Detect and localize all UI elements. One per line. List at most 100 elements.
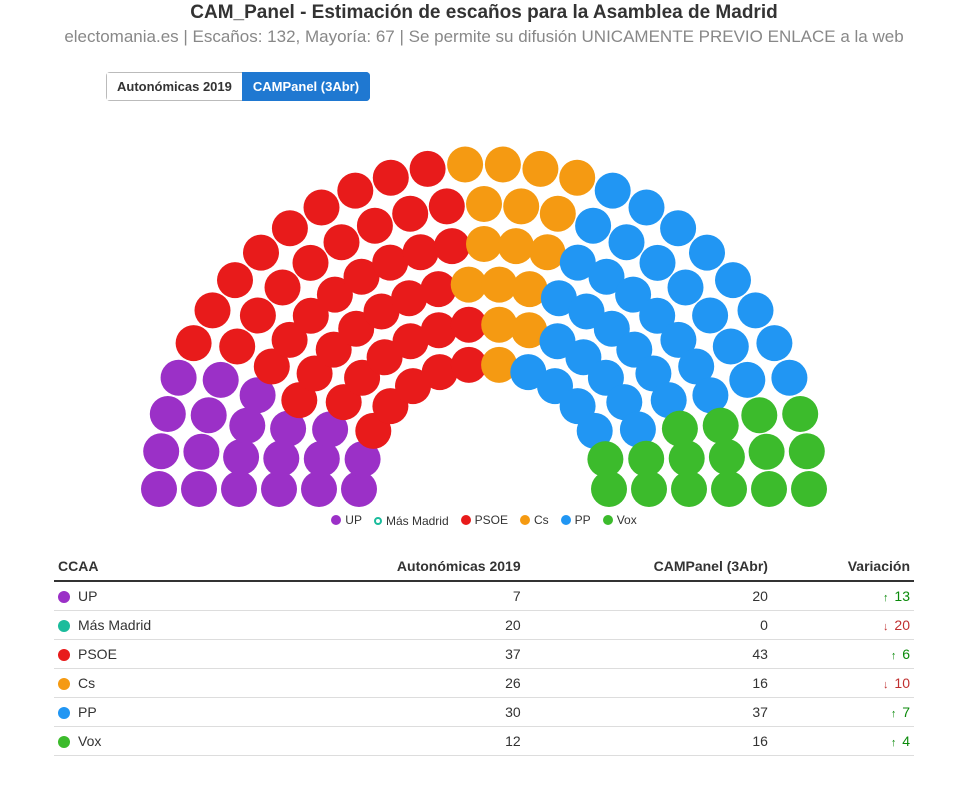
th-prev: Autonómicas 2019	[258, 552, 524, 581]
seat-dot	[219, 329, 255, 365]
legend-label: Cs	[534, 513, 549, 527]
seat-dot	[272, 210, 308, 246]
party-dot-icon	[58, 591, 70, 603]
legend-item-up[interactable]: UP	[331, 513, 362, 527]
seat-dot	[503, 188, 539, 224]
seat-dot	[756, 325, 792, 361]
seat-dot	[434, 228, 470, 264]
seat-dot	[709, 439, 745, 475]
party-dot-icon	[58, 649, 70, 661]
cell-party: Más Madrid	[54, 611, 258, 640]
legend-dot-icon	[374, 517, 382, 525]
seat-dot	[176, 325, 212, 361]
seat-dot	[161, 360, 197, 396]
seat-dot	[741, 397, 777, 433]
hemicycle-chart	[74, 107, 894, 507]
th-party: CCAA	[54, 552, 258, 581]
seat-dot	[791, 471, 827, 507]
seat-dot	[591, 471, 627, 507]
cell-now: 37	[525, 698, 772, 727]
seat-dot	[421, 312, 457, 348]
seat-dot	[485, 147, 521, 183]
seat-dot	[337, 173, 373, 209]
party-dot-icon	[58, 736, 70, 748]
seat-dot	[265, 270, 301, 306]
table-row: PSOE3743↑ 6	[54, 640, 914, 669]
seat-dot	[263, 440, 299, 476]
variation-value: ↑ 4	[891, 733, 910, 749]
variation-value: ↓ 10	[883, 675, 910, 691]
seat-dot	[195, 292, 231, 328]
cell-prev: 37	[258, 640, 524, 669]
table-row: Cs2616 ↓ 10	[54, 669, 914, 698]
seat-dot	[403, 234, 439, 270]
cell-prev: 26	[258, 669, 524, 698]
arrow-up-icon: ↑	[883, 592, 889, 604]
legend-dot-icon	[331, 515, 341, 525]
seat-dot	[217, 262, 253, 298]
cell-variation: ↑ 4	[772, 727, 914, 756]
seat-dot	[150, 396, 186, 432]
cell-variation: ↑ 13	[772, 581, 914, 611]
cell-party: PSOE	[54, 640, 258, 669]
seat-dot	[261, 471, 297, 507]
seat-dot	[392, 196, 428, 232]
legend-item-cs[interactable]: Cs	[520, 513, 549, 527]
cell-party: UP	[54, 581, 258, 611]
cell-variation: ↑ 7	[772, 698, 914, 727]
legend-dot-icon	[603, 515, 613, 525]
seat-dot	[729, 362, 765, 398]
legend-item-pp[interactable]: PP	[561, 513, 591, 527]
cell-party: Cs	[54, 669, 258, 698]
seat-dot	[522, 151, 558, 187]
seat-dot	[668, 270, 704, 306]
seat-dot	[481, 267, 517, 303]
seat-dot	[183, 434, 219, 470]
seat-dot	[181, 471, 217, 507]
cell-now: 16	[525, 669, 772, 698]
party-label: Vox	[78, 733, 101, 749]
tab-autonomicas[interactable]: Autonómicas 2019	[106, 72, 242, 101]
party-label: Más Madrid	[78, 617, 151, 633]
arrow-up-icon: ↑	[891, 650, 897, 662]
seat-dot	[223, 439, 259, 475]
cell-prev: 12	[258, 727, 524, 756]
seat-dot	[466, 226, 502, 262]
seat-dot	[692, 298, 728, 334]
cell-prev: 30	[258, 698, 524, 727]
seat-dot	[629, 190, 665, 226]
seat-dot	[689, 235, 725, 271]
seat-dot	[466, 186, 502, 222]
cell-variation: ↑ 6	[772, 640, 914, 669]
seat-dot	[669, 440, 705, 476]
table-row: PP3037↑ 7	[54, 698, 914, 727]
seat-dot	[498, 228, 534, 264]
legend-item-vox[interactable]: Vox	[603, 513, 637, 527]
cell-prev: 7	[258, 581, 524, 611]
legend-item-masmadrid[interactable]: Más Madrid	[374, 514, 449, 528]
table-row: Vox1216↑ 4	[54, 727, 914, 756]
seat-dot	[789, 433, 825, 469]
chart-title: CAM_Panel - Estimación de escaños para l…	[10, 2, 958, 24]
legend-label: PP	[575, 513, 591, 527]
arrow-up-icon: ↑	[891, 737, 897, 749]
seat-dot	[191, 397, 227, 433]
cell-variation: ↓ 10	[772, 669, 914, 698]
seat-dot	[711, 471, 747, 507]
seat-dot	[660, 210, 696, 246]
legend-dot-icon	[561, 515, 571, 525]
legend-label: Más Madrid	[386, 514, 449, 528]
seat-dot	[293, 245, 329, 281]
seat-dot	[715, 262, 751, 298]
arrow-up-icon: ↑	[891, 708, 897, 720]
seat-dot	[575, 208, 611, 244]
variation-value: ↑ 6	[891, 646, 910, 662]
party-label: UP	[78, 588, 97, 604]
seat-dot	[420, 271, 456, 307]
seat-dot	[595, 173, 631, 209]
tab-campanel[interactable]: CAMPanel (3Abr)	[242, 72, 370, 101]
seat-dot	[481, 307, 517, 343]
legend-label: UP	[345, 513, 362, 527]
seat-dot	[203, 362, 239, 398]
legend-item-psoe[interactable]: PSOE	[461, 513, 508, 527]
